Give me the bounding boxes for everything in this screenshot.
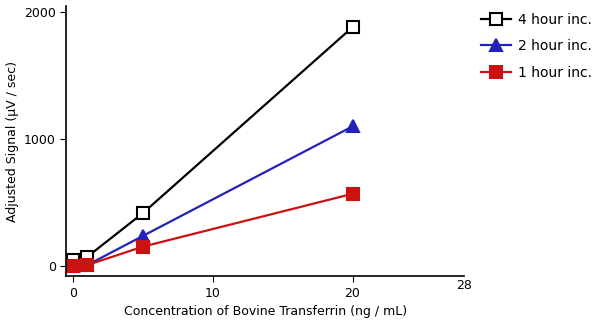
Line: 1 hour inc.: 1 hour inc. xyxy=(67,188,359,272)
2 hour inc. xyxy=(349,124,356,128)
4 hour inc. xyxy=(69,258,77,262)
2 hour inc. xyxy=(84,263,91,267)
1 hour inc. xyxy=(140,245,147,249)
Text: 28: 28 xyxy=(456,279,472,292)
1 hour inc. xyxy=(69,264,77,268)
1 hour inc. xyxy=(349,192,356,196)
Y-axis label: Adjusted Signal (μV / sec): Adjusted Signal (μV / sec) xyxy=(5,61,19,222)
4 hour inc. xyxy=(84,255,91,259)
4 hour inc. xyxy=(349,25,356,29)
Line: 4 hour inc.: 4 hour inc. xyxy=(67,21,359,266)
4 hour inc. xyxy=(140,211,147,215)
1 hour inc. xyxy=(84,263,91,267)
2 hour inc. xyxy=(140,234,147,238)
X-axis label: Concentration of Bovine Transferrin (ng / mL): Concentration of Bovine Transferrin (ng … xyxy=(124,306,407,318)
2 hour inc. xyxy=(69,264,77,268)
Legend: 4 hour inc., 2 hour inc., 1 hour inc.: 4 hour inc., 2 hour inc., 1 hour inc. xyxy=(475,7,598,85)
Line: 2 hour inc.: 2 hour inc. xyxy=(67,120,359,272)
